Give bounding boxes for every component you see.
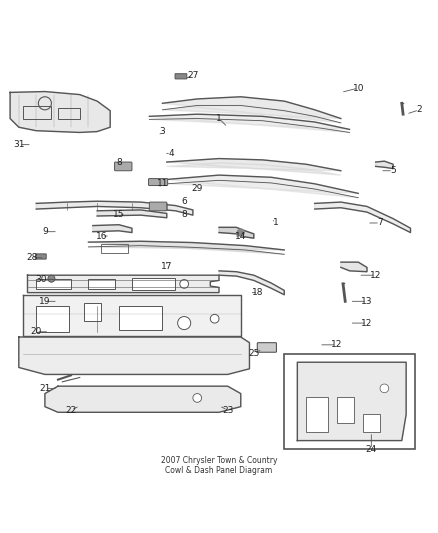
Text: 10: 10 [353,84,364,93]
Bar [58,108,80,118]
Bar [284,353,415,449]
Bar [84,303,102,321]
Text: 28: 28 [26,253,38,262]
Text: 22: 22 [65,406,77,415]
Polygon shape [93,225,132,232]
Bar [23,107,51,119]
Text: 17: 17 [161,262,173,271]
Polygon shape [97,210,167,218]
Text: 6: 6 [181,197,187,206]
Text: 9: 9 [42,227,48,236]
Polygon shape [219,228,254,238]
Polygon shape [28,275,219,293]
Bar [336,397,354,423]
Text: 11: 11 [157,179,168,188]
Text: 18: 18 [252,288,264,297]
Text: 19: 19 [39,297,51,306]
Circle shape [180,279,188,288]
FancyBboxPatch shape [149,202,167,211]
Polygon shape [167,175,358,198]
FancyBboxPatch shape [36,254,46,259]
Text: 31: 31 [13,140,25,149]
Text: 13: 13 [361,297,373,306]
Text: 25: 25 [248,349,259,358]
Text: 5: 5 [390,166,396,175]
Text: 8: 8 [116,158,122,166]
Text: 4: 4 [168,149,174,158]
Text: 20: 20 [31,327,42,336]
Text: 2007 Chrysler Town & Country
Cowl & Dash Panel Diagram: 2007 Chrysler Town & Country Cowl & Dash… [161,456,277,475]
Circle shape [178,317,191,329]
Bar [88,279,115,289]
Bar [363,415,380,432]
Text: 21: 21 [39,384,51,393]
Text: 12: 12 [331,341,342,349]
Text: 15: 15 [113,210,125,219]
Polygon shape [162,97,341,123]
Text: 12: 12 [361,319,373,328]
Polygon shape [149,114,350,133]
Text: 30: 30 [35,275,46,284]
Polygon shape [88,241,284,254]
FancyBboxPatch shape [257,343,276,352]
Text: 1: 1 [273,219,279,228]
Polygon shape [45,386,241,413]
Circle shape [210,314,219,323]
Polygon shape [167,158,341,175]
Text: 3: 3 [159,127,165,136]
Bar [119,305,162,329]
Bar [102,244,127,254]
Text: 2: 2 [417,106,422,114]
Polygon shape [315,202,410,232]
Polygon shape [376,161,393,168]
Polygon shape [341,262,367,272]
Text: 12: 12 [370,271,381,280]
Text: 23: 23 [222,406,233,415]
FancyBboxPatch shape [115,162,132,171]
Polygon shape [36,201,193,215]
Bar [36,279,71,289]
Circle shape [237,229,244,236]
Text: 16: 16 [96,231,107,240]
Text: 24: 24 [366,445,377,454]
Text: 7: 7 [377,219,383,228]
Circle shape [193,393,201,402]
Text: 1: 1 [216,114,222,123]
Text: 8: 8 [181,210,187,219]
Bar [306,397,328,432]
Polygon shape [219,271,284,295]
Text: 27: 27 [187,70,198,79]
Circle shape [380,384,389,393]
Bar [132,278,176,290]
Polygon shape [297,362,406,441]
FancyBboxPatch shape [175,74,187,79]
Bar [36,305,69,332]
Text: 14: 14 [235,231,247,240]
Polygon shape [23,295,241,336]
Polygon shape [19,337,250,375]
Circle shape [48,275,55,282]
FancyBboxPatch shape [148,179,168,185]
Text: 29: 29 [191,184,203,192]
Polygon shape [10,92,110,133]
